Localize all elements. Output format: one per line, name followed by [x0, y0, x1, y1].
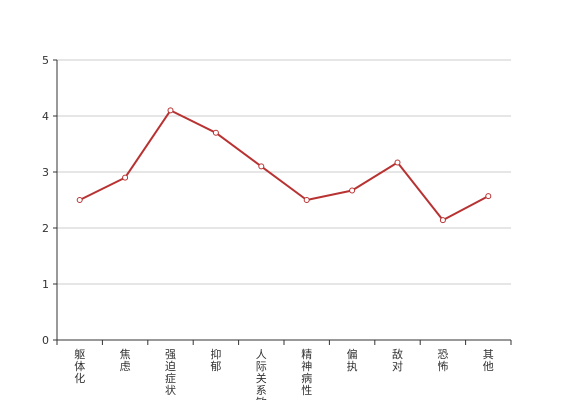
data-point[interactable]	[167, 107, 174, 114]
x-tick-label: 精神病性	[301, 348, 312, 397]
data-point[interactable]	[303, 197, 310, 203]
y-tick-label: 4	[42, 110, 49, 123]
x-tick-label: 抑郁	[210, 347, 221, 373]
data-point[interactable]	[212, 129, 219, 136]
x-tick-label: 其他	[483, 348, 494, 373]
y-tick-label: 2	[42, 222, 49, 235]
y-tick-labels: 0 1 2 3 4 5	[42, 54, 49, 347]
x-tick-label: 躯体化	[74, 348, 85, 385]
x-tick-label: 恐怖	[437, 348, 448, 373]
data-point[interactable]	[76, 197, 83, 203]
data-point[interactable]	[394, 159, 401, 166]
y-tick-label: 5	[42, 54, 49, 67]
x-tick-labels: 躯体化 焦虑 强迫症状 抑郁 人际关系敏感 精神病性 偏执 敌对 恐怖 其他	[74, 347, 494, 404]
data-point[interactable]	[349, 187, 356, 194]
series-line	[79, 109, 489, 222]
x-tick-label: 敌对	[392, 347, 403, 373]
data-point[interactable]	[485, 193, 492, 200]
y-tick-label: 3	[42, 166, 49, 179]
axes	[53, 59, 512, 345]
series	[76, 107, 492, 224]
data-point[interactable]	[258, 163, 265, 170]
y-tick-label: 1	[42, 278, 49, 291]
x-tick-label: 偏执	[347, 347, 358, 373]
x-tick-label: 人际关系敏感	[256, 348, 267, 400]
data-point[interactable]	[439, 217, 446, 224]
x-tick-label: 强迫症状	[165, 348, 176, 397]
data-point[interactable]	[122, 174, 129, 181]
grid-lines	[57, 59, 511, 285]
x-tick-label: 焦虑	[120, 348, 131, 373]
y-tick-label: 0	[42, 334, 49, 347]
